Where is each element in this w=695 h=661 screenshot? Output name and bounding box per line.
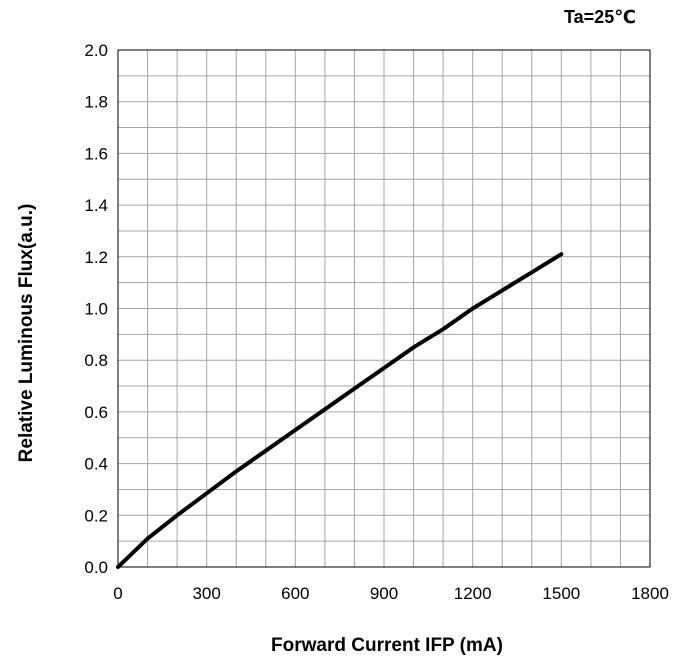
y-tick-label: 1.4 <box>84 196 108 215</box>
series-line <box>116 252 564 569</box>
y-tick-label: 2.0 <box>84 41 108 60</box>
y-tick-label: 0.0 <box>84 558 108 577</box>
y-tick-label: 0.2 <box>84 506 108 525</box>
x-tick-label: 0 <box>113 584 122 603</box>
y-tick-label: 1.2 <box>84 248 108 267</box>
plot-frame <box>117 49 651 568</box>
y-tick-label: 1.0 <box>84 300 108 319</box>
y-axis-label: Relative Luminous Flux(a.u.) <box>16 204 37 463</box>
y-tick-label: 1.6 <box>84 144 108 163</box>
x-tick-label: 1200 <box>454 584 492 603</box>
x-tick-label: 300 <box>192 584 220 603</box>
grid <box>118 50 650 567</box>
x-tick-label: 600 <box>281 584 309 603</box>
x-axis-label: Forward Current IFP (mA) <box>271 635 503 656</box>
y-tick-label: 1.8 <box>84 93 108 112</box>
y-tick-labels: 0.0 0.2 0.4 0.6 0.8 1.0 1.2 1.4 1.6 1.8 2.0 <box>84 41 108 577</box>
series-group <box>116 252 564 569</box>
temperature-annotation: Ta=25℃ <box>564 7 636 27</box>
x-tick-label: 1500 <box>542 584 580 603</box>
x-tick-labels: 0 300 600 900 1200 1500 1800 <box>113 584 669 603</box>
x-tick-label: 900 <box>370 584 398 603</box>
y-tick-label: 0.4 <box>84 455 108 474</box>
y-tick-label: 0.8 <box>84 351 108 370</box>
y-tick-label: 0.6 <box>84 403 108 422</box>
x-tick-label: 1800 <box>631 584 669 603</box>
